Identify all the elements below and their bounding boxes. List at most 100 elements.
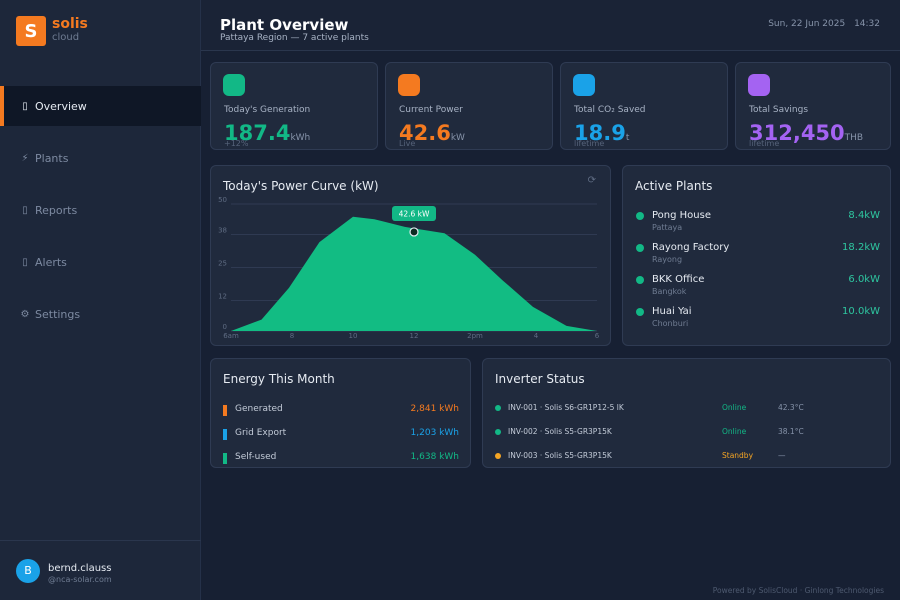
page-subtitle: Pattaya Region — 7 active plants <box>220 33 369 43</box>
sidebar-item-label: Overview <box>35 99 87 113</box>
status-dot <box>636 244 644 252</box>
generation-icon <box>223 74 245 96</box>
plant-name: BKK Office <box>652 274 705 285</box>
home-icon: ▯ <box>22 100 28 112</box>
plant-power: 10.0kW <box>842 306 880 317</box>
plant-row[interactable]: BKK Office Bangkok 6.0kW <box>636 274 880 300</box>
y-tick-label: 12 <box>218 293 227 301</box>
header-date: Sun, 22 Jun 2025 <box>768 19 846 29</box>
status-dot <box>636 212 644 220</box>
header-time: 14:32 <box>854 19 880 29</box>
stat-sub: +12% <box>224 139 249 148</box>
stat-value: 18.9t <box>574 121 630 145</box>
x-tick-label: 8 <box>290 332 294 340</box>
inverter-status: Standby <box>722 451 754 460</box>
inverter-status: Online <box>722 427 747 436</box>
wallet-icon <box>748 74 770 96</box>
status-dot <box>495 453 501 459</box>
plant-power: 8.4kW <box>848 210 880 221</box>
status-dot <box>495 429 501 435</box>
legend-bar <box>223 429 227 440</box>
plant-name: Pong House <box>652 210 711 221</box>
plant-row[interactable]: Rayong Factory Rayong 18.2kW <box>636 242 880 268</box>
stat-unit: kW <box>450 133 465 143</box>
x-tick-label: 12 <box>410 332 419 340</box>
user-name: bernd.clauss <box>48 563 112 574</box>
power-area <box>231 216 597 331</box>
user-email: @nca-solar.com <box>48 575 112 584</box>
inverter-status-card: Inverter Status INV-001 · Solis S6-GR1P1… <box>482 358 891 468</box>
x-tick-label: 4 <box>534 332 539 340</box>
legend-bar <box>223 453 227 464</box>
plant-name: Huai Yai <box>652 306 692 317</box>
inverter-temp: 38.1°C <box>778 427 804 436</box>
leaf-icon <box>573 74 595 96</box>
x-tick-label: 6 <box>595 332 600 340</box>
bell-icon: ▯ <box>22 256 28 268</box>
plant-row[interactable]: Huai Yai Chonburi 10.0kW <box>636 306 880 332</box>
sidebar-item-reports[interactable]: ▯ Reports <box>0 190 201 230</box>
plant-location: Bangkok <box>652 287 687 296</box>
active-plants-card: Active Plants Pong House Pattaya 8.4kW R… <box>622 165 891 346</box>
inverter-temp: 42.3°C <box>778 403 804 412</box>
sidebar-item-settings[interactable]: ⚙ Settings <box>0 294 201 334</box>
power-icon <box>398 74 420 96</box>
sidebar-item-alerts[interactable]: ▯ Alerts <box>0 242 201 282</box>
brand-name: solis <box>52 16 88 32</box>
page-header: Plant Overview Pattaya Region — 7 active… <box>201 0 900 51</box>
brand-logo[interactable]: S solis cloud <box>16 16 88 46</box>
plant-location: Pattaya <box>652 223 683 232</box>
x-tick-label: 10 <box>349 332 358 340</box>
sidebar: S solis cloud ▯ Overview ⚡ Plants ▯ Repo… <box>0 0 201 600</box>
stat-unit: kWh <box>290 133 311 143</box>
card-title: Energy This Month <box>223 372 335 386</box>
highlight-point <box>409 227 419 237</box>
stat-card-generation[interactable]: Today's Generation 187.4kWh +12% <box>210 62 378 150</box>
inverter-name: INV-001 · Solis S6-GR1P12-5 lK <box>508 403 624 412</box>
card-title: Active Plants <box>635 179 713 193</box>
stat-card-current-power[interactable]: Current Power 42.6kW Live <box>385 62 553 150</box>
power-curve-chart: 0 12 25 38 50 6am 8 10 12 2pm 4 6 42.6 kW <box>218 196 600 340</box>
plant-name: Rayong Factory <box>652 242 730 253</box>
stat-unit: THB <box>844 133 864 143</box>
stat-label: Today's Generation <box>224 105 311 115</box>
status-dot <box>636 308 644 316</box>
inverter-temp: — <box>778 451 786 460</box>
refresh-icon[interactable]: ⟳ <box>587 175 596 186</box>
energy-month-card: Energy This Month Generated 2,841 kWh Gr… <box>210 358 471 468</box>
footer-credit: Powered by SolisCloud · Ginlong Technolo… <box>712 586 884 595</box>
inverter-row[interactable]: INV-001 · Solis S6-GR1P12-5 lK Online 42… <box>495 403 875 415</box>
energy-value: 1,638 kWh <box>410 452 459 462</box>
sidebar-item-plants[interactable]: ⚡ Plants <box>0 138 201 178</box>
stat-label: Current Power <box>399 105 463 115</box>
sidebar-item-label: Reports <box>35 203 78 217</box>
energy-row: Generated 2,841 kWh <box>223 404 459 418</box>
inverter-row[interactable]: INV-003 · Solis S5-GR3P15K Standby — <box>495 451 875 463</box>
power-curve-card: Today's Power Curve (kW) ⟳ 0 12 25 38 50 6am 8… <box>210 165 611 346</box>
x-tick-label: 2pm <box>467 332 483 340</box>
sidebar-item-label: Plants <box>35 151 69 165</box>
gear-icon: ⚙ <box>20 308 30 320</box>
energy-label: Grid Export <box>235 428 287 438</box>
plant-power: 6.0kW <box>848 274 880 285</box>
inverter-row[interactable]: INV-002 · Solis S5-GR3P15K Online 38.1°C <box>495 427 875 439</box>
plant-row[interactable]: Pong House Pattaya 8.4kW <box>636 210 880 236</box>
stat-card-savings[interactable]: Total Savings 312,450THB lifetime <box>735 62 891 150</box>
energy-label: Self-used <box>235 452 277 462</box>
sidebar-item-label: Alerts <box>35 255 67 269</box>
y-tick-label: 25 <box>218 260 227 268</box>
energy-value: 2,841 kWh <box>410 404 459 414</box>
stat-unit: t <box>625 133 630 143</box>
page-title: Plant Overview <box>220 16 349 34</box>
sidebar-item-overview[interactable]: ▯ Overview <box>0 86 201 126</box>
header-datetime: Sun, 22 Jun 2025 14:32 <box>762 19 880 29</box>
brand-sub: cloud <box>52 32 80 43</box>
stat-card-co2[interactable]: Total CO₂ Saved 18.9t lifetime <box>560 62 728 150</box>
y-tick-label: 0 <box>223 323 227 331</box>
energy-row: Grid Export 1,203 kWh <box>223 428 459 442</box>
inverter-status: Online <box>722 403 747 412</box>
x-tick-label: 6am <box>223 332 239 340</box>
y-tick-label: 38 <box>218 226 227 234</box>
user-profile[interactable]: B bernd.clauss @nca-solar.com <box>0 540 201 600</box>
y-tick-label: 50 <box>218 196 227 204</box>
